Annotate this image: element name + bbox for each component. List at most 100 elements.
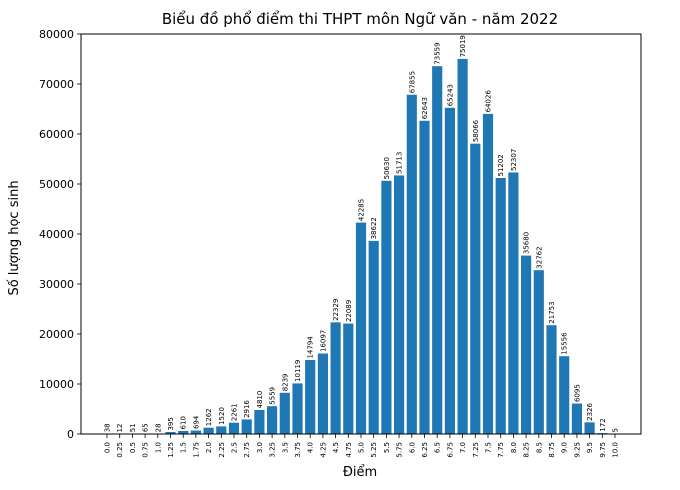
bar-6.25 <box>419 120 430 434</box>
value-label-9.25: 6095 <box>573 384 581 402</box>
value-label-3.5: 8239 <box>281 373 289 391</box>
x-tick-label: 5.0 <box>358 442 366 453</box>
x-tick-label: 9.25 <box>573 442 581 458</box>
x-tick-label: 4.75 <box>345 442 353 458</box>
value-label-0.75: 65 <box>142 423 150 432</box>
x-tick-label: 3.25 <box>269 442 277 458</box>
bar-2.0 <box>203 427 214 434</box>
x-tick-label: 0.25 <box>116 442 124 458</box>
bar-1.75 <box>190 430 201 434</box>
x-tick-label: 3.75 <box>294 442 302 458</box>
x-axis-label: Điểm <box>343 465 377 480</box>
value-label-7.0: 75019 <box>459 35 467 57</box>
bar-9.5 <box>584 422 595 434</box>
bar-3.0 <box>254 409 265 434</box>
value-label-3.25: 5559 <box>269 387 277 405</box>
value-label-5.25: 38622 <box>370 217 378 239</box>
y-axis-label: Số lượng học sinh <box>7 180 22 295</box>
bar-8.5 <box>533 270 544 434</box>
value-label-9.0: 15556 <box>561 332 569 355</box>
x-tick-label: 1.25 <box>167 442 175 458</box>
value-label-7.75: 51202 <box>497 154 505 176</box>
value-label-3.75: 10119 <box>294 360 302 382</box>
value-label-2.25: 1520 <box>218 407 226 425</box>
chart-title: Biểu đồ phổ điểm thi THPT môn Ngữ văn - … <box>162 10 558 28</box>
x-tick-label: 4.0 <box>307 442 315 453</box>
bar-7.5 <box>482 113 494 435</box>
y-tick-label: 30000 <box>39 278 74 291</box>
value-label-1.25: 395 <box>167 417 175 430</box>
x-tick-label: 8.5 <box>535 442 543 453</box>
x-tick-label: 5.5 <box>383 442 391 453</box>
y-tick-label: 20000 <box>39 328 74 341</box>
y-tick-label: 10000 <box>39 378 74 391</box>
value-label-0.5: 51 <box>129 423 137 432</box>
x-tick-label: 0.75 <box>142 442 150 458</box>
value-label-0.0: 38 <box>104 423 112 432</box>
value-label-6.5: 73559 <box>434 42 442 64</box>
bar-4.0 <box>305 360 316 434</box>
x-tick-label: 4.5 <box>332 442 340 453</box>
bar-8.75 <box>546 325 557 434</box>
value-label-4.25: 16097 <box>319 330 327 352</box>
x-tick-label: 6.75 <box>446 442 454 458</box>
value-label-1.75: 694 <box>192 415 200 429</box>
bar-5.25 <box>368 240 379 434</box>
value-label-3.0: 4810 <box>256 391 264 409</box>
value-label-10.0: 5 <box>612 428 620 432</box>
value-label-8.5: 32762 <box>535 246 543 268</box>
bar-2.75 <box>241 419 252 434</box>
bar-7.75 <box>495 177 506 435</box>
x-tick-label: 1.75 <box>192 442 200 458</box>
y-tick-label: 60000 <box>39 128 74 141</box>
y-tick-label: 40000 <box>39 228 74 241</box>
y-tick-label: 80000 <box>39 28 74 41</box>
x-tick-label: 2.5 <box>231 442 239 453</box>
x-tick-label: 8.25 <box>523 442 531 458</box>
value-label-0.25: 12 <box>116 424 124 433</box>
value-label-5.5: 50630 <box>383 157 391 179</box>
bar-2.5 <box>228 422 240 434</box>
x-tick-label: 0.0 <box>104 442 112 453</box>
value-label-6.75: 65243 <box>446 84 454 106</box>
value-label-2.0: 1262 <box>205 408 213 426</box>
value-label-5.0: 42285 <box>358 199 366 221</box>
bar-7.0 <box>457 58 468 434</box>
x-tick-label: 7.75 <box>497 442 505 458</box>
x-tick-label: 8.75 <box>548 442 556 458</box>
x-tick-label: 1.0 <box>154 442 162 453</box>
x-tick-label: 3.0 <box>256 442 264 453</box>
x-tick-label: 8.0 <box>510 442 518 453</box>
bar-5.75 <box>394 175 405 434</box>
value-label-6.0: 67855 <box>408 71 416 93</box>
value-label-5.75: 51713 <box>396 152 404 174</box>
value-label-6.25: 62643 <box>421 97 429 119</box>
bar-6.5 <box>432 66 443 434</box>
x-tick-label: 9.5 <box>586 442 594 453</box>
bar-1.5 <box>178 430 189 434</box>
x-tick-label: 6.0 <box>408 442 416 453</box>
bar-7.25 <box>470 143 481 435</box>
x-tick-label: 2.0 <box>205 442 213 453</box>
bar-4.5 <box>330 322 341 434</box>
x-tick-label: 9.0 <box>561 442 569 453</box>
x-tick-label: 0.5 <box>129 442 137 453</box>
x-tick-label: 7.0 <box>459 442 467 453</box>
value-label-1.5: 610 <box>180 416 188 429</box>
value-label-4.0: 14794 <box>307 336 315 359</box>
value-label-2.5: 2261 <box>231 403 239 421</box>
bar-3.25 <box>267 406 278 434</box>
value-label-8.0: 52307 <box>510 149 518 171</box>
value-label-8.25: 35680 <box>523 232 531 254</box>
bar-5.0 <box>355 222 367 434</box>
x-tick-label: 1.5 <box>180 442 188 453</box>
value-label-8.75: 21753 <box>548 301 556 323</box>
bar-9.0 <box>559 356 570 434</box>
x-tick-label: 6.5 <box>434 442 442 453</box>
value-label-9.75: 172 <box>599 418 607 431</box>
bar-1.25 <box>165 432 176 434</box>
bar-4.75 <box>343 323 354 434</box>
x-tick-label: 7.5 <box>485 442 493 453</box>
